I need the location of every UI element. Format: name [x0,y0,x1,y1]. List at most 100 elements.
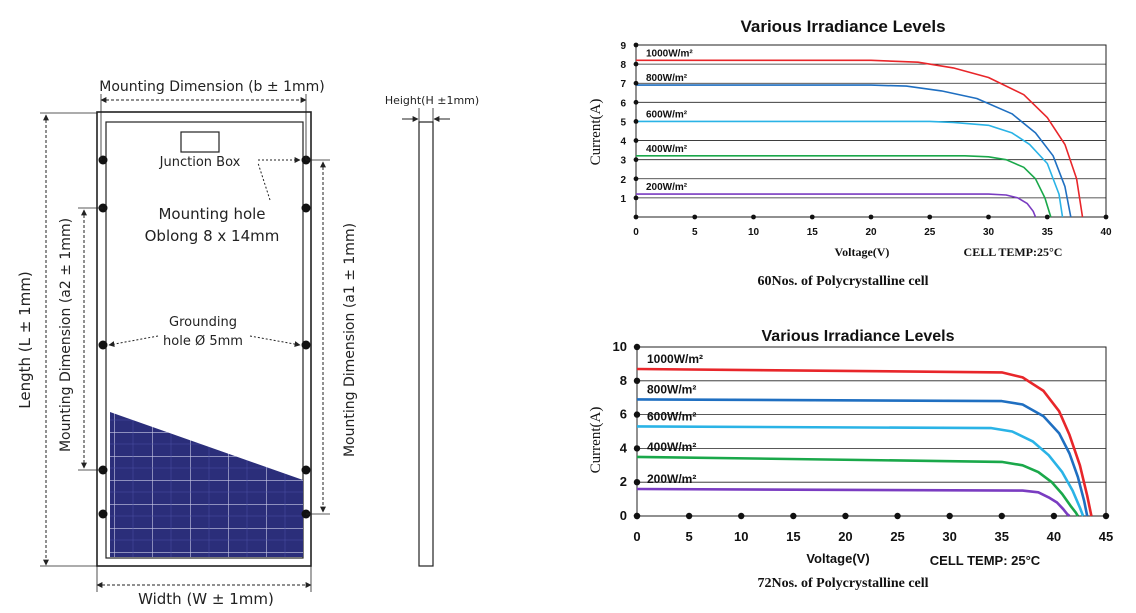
chart2-series-label: 1000W/m² [647,352,703,366]
chart2-y-tick-label: 0 [620,508,627,523]
chart1-plot-frame [635,44,1107,218]
chart2-x-tick-dot [946,512,953,520]
chart2-series-line [636,487,1071,518]
chart1-series-line [636,120,1064,218]
chart2-y-tick-label: 6 [620,407,627,422]
chart1-y-tick-dot [633,80,639,86]
chart1-y-tick-label: 2 [620,175,626,186]
a2-label: Mounting Dimension (a2 ± 1mm) [58,218,74,452]
chart2-series-labels: 1000W/m² 800W/m² 600W/m² 400W/m² 200W/m² [647,352,703,486]
chart2-y-tick-label: 2 [620,474,627,489]
chart1-ylabel: Current(A) [588,99,604,166]
chart2-series [636,367,1093,518]
chart2-x-tick-dot [842,512,849,520]
chart1-series-line [636,84,1072,218]
chart1-series-labels: 1000W/m² 800W/m² 600W/m² 400W/m² 200W/m² [646,48,693,193]
chart2-x-ticks: 0 5 10 15 20 25 30 35 40 45 [633,512,1113,544]
chart1-x-tick-label: 25 [924,227,936,238]
chart1-x-ticks: 0 5 10 15 20 25 30 35 40 [633,214,1112,238]
chart1-x-tick-dot [633,214,639,220]
solar-cells [110,412,303,557]
chart1-y-tick-dot [633,61,639,67]
chart1-x-tick-label: 0 [633,227,639,238]
chart2-y-tick-dot [633,445,641,452]
chart1-gridlines [635,44,1107,218]
chart1-series [636,59,1084,218]
chart2-x-tick-label: 15 [786,529,800,544]
chart2-y-tick-dot [633,512,641,520]
chart1-y-tick-label: 4 [620,137,626,148]
chart1-series-label: 600W/m² [646,109,688,120]
chart2-ylabel: Current(A) [588,407,604,474]
chart1-y-tick-label: 7 [620,79,626,90]
chart1-x-tick-label: 15 [807,227,819,238]
chart1-x-tick-dot [986,214,991,220]
chart2-y-tick-label: 8 [620,373,627,388]
chart1-title: Various Irradiance Levels [740,17,945,36]
chart1-series-label: 400W/m² [646,144,688,155]
chart2-series-line [636,425,1085,517]
grounding-label-2: hole Ø 5mm [163,334,243,349]
chart1-y-ticks: 1 2 3 4 5 6 7 8 9 [620,41,639,205]
chart1-series-label: 1000W/m² [646,48,693,59]
chart1-y-tick-dot [633,119,639,124]
chart2-title: Various Irradiance Levels [762,328,955,345]
chart1-annotation: CELL TEMP:25°C [964,245,1063,259]
chart1-series-label: 200W/m² [646,182,688,193]
chart2-series-label: 600W/m² [647,409,696,423]
chart2-series-label: 200W/m² [647,472,696,486]
chart2-annotation: CELL TEMP: 25°C [930,553,1041,568]
chart1-x-tick-dot [1044,214,1050,220]
mounting-hole-label-1: Mounting hole [158,205,265,223]
iv-chart-60-cell: Various Irradiance Levels 0 5 10 15 20 25 30 35… [588,17,1112,289]
chart2-series-line [636,367,1093,517]
chart2-x-tick-label: 35 [995,529,1009,544]
chart2-x-tick-label: 0 [633,529,640,544]
chart2-x-tick-label: 25 [890,529,904,544]
chart1-x-tick-label: 10 [748,227,760,238]
chart2-caption: 72Nos. of Polycrystalline cell [757,576,928,591]
chart1-y-tick-dot [633,195,639,201]
junction-box [180,131,220,153]
chart1-x-tick-label: 40 [1100,227,1112,238]
chart2-x-tick-label: 30 [942,529,956,544]
chart1-x-tick-dot [1103,214,1109,220]
chart1-y-tick-label: 5 [620,117,626,128]
chart2-y-tick-dot [633,377,641,384]
chart2-y-tick-label: 4 [620,440,628,455]
grounding-label-1: Grounding [169,315,237,330]
chart1-y-tick-dot [633,99,639,105]
chart1-x-tick-dot [868,214,874,220]
chart2-x-tick-dot [790,512,797,520]
mounting-hole-label-2: Oblong 8 x 14mm [145,227,280,245]
side-view [418,121,434,567]
chart1-series-line [636,155,1052,218]
chart1-y-tick-dot [633,176,639,182]
chart2-x-tick-dot [1050,512,1058,520]
chart1-y-tick-label: 1 [620,194,626,205]
chart2-x-tick-dot [1102,512,1110,520]
chart2-x-tick-dot [685,512,693,520]
chart1-y-tick-label: 9 [620,41,626,52]
chart1-x-tick-label: 30 [983,227,995,238]
chart1-y-tick-label: 6 [620,98,626,109]
mounting-b-label: Mounting Dimension (b ± 1mm) [99,79,324,95]
chart2-series-label: 400W/m² [647,440,696,454]
iv-chart-72-cell: Various Irradiance Levels 0 5 10 15 20 25 30 35… [588,328,1113,591]
length-label: Length (L ± 1mm) [16,271,34,408]
chart2-x-tick-label: 45 [1099,529,1113,544]
chart1-y-tick-label: 8 [620,60,626,71]
chart1-caption: 60Nos. of Polycrystalline cell [757,274,928,289]
chart1-x-tick-dot [927,214,933,220]
chart2-y-tick-dot [633,343,641,351]
chart2-x-tick-dot [738,512,745,520]
chart1-x-tick-dot [692,214,698,220]
chart2-series-line [636,398,1089,517]
chart2-x-tick-label: 20 [838,529,852,544]
chart2-series-line [636,455,1080,517]
chart2-x-tick-label: 10 [734,529,748,544]
height-label: Height(H ±1mm) [385,94,479,107]
chart2-y-ticks: 0 2 4 6 8 10 [613,339,641,523]
chart1-y-tick-label: 3 [620,156,626,167]
